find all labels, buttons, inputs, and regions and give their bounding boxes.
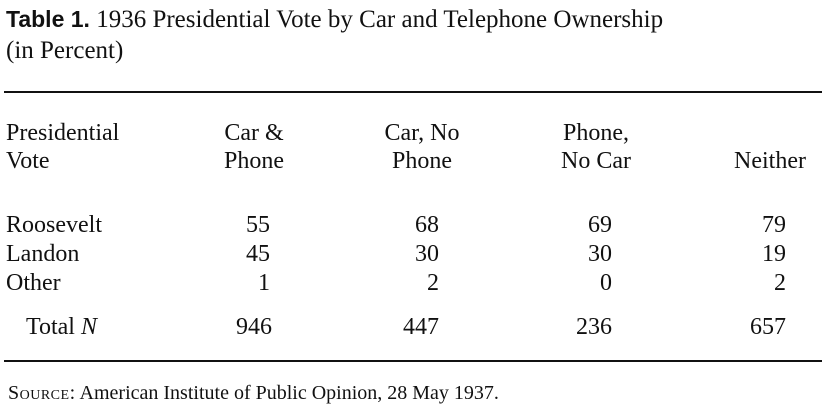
- cell-roosevelt-neither: 79: [762, 212, 786, 238]
- row-label-roosevelt: Roosevelt: [6, 212, 102, 238]
- row-label-total: Total N: [26, 312, 97, 342]
- cell-landon-phone-no-car: 30: [588, 241, 612, 267]
- cell-roosevelt-phone-no-car: 69: [588, 212, 612, 238]
- col-header-car-no-phone-line1: Car, No: [384, 120, 460, 146]
- col-header-car-phone-line1: Car &: [224, 120, 284, 146]
- cell-other-neither: 2: [774, 270, 786, 296]
- cell-other-car-phone: 1: [258, 270, 270, 296]
- total-label: Total: [26, 314, 75, 340]
- col-header-phone-no-car-line2: No Car: [561, 148, 631, 174]
- total-n-label: N: [80, 314, 97, 340]
- bottom-rule: [4, 360, 822, 362]
- top-rule: [4, 91, 822, 93]
- cell-landon-neither: 19: [762, 241, 786, 267]
- col-header-phone-no-car-line1: Phone,: [563, 120, 629, 146]
- cell-landon-car-phone: 45: [246, 241, 270, 267]
- cell-total-phone-no-car: 236: [576, 314, 612, 340]
- cell-roosevelt-car-phone: 55: [246, 212, 270, 238]
- table-label: Table 1.: [6, 6, 90, 32]
- cell-total-neither: 657: [750, 314, 786, 340]
- row-header-line1: Presidential: [6, 120, 120, 146]
- row-label-landon: Landon: [6, 241, 80, 267]
- cell-roosevelt-car-no-phone: 68: [415, 212, 439, 238]
- table-title: Table 1. 1936 Presidential Vote by Car a…: [6, 4, 821, 66]
- row-header-line2: Vote: [6, 148, 50, 174]
- table-title-line2: (in Percent): [6, 37, 124, 64]
- source-text: American Institute of Public Opinion, 28…: [79, 382, 499, 404]
- source-label: Source:: [8, 382, 76, 404]
- col-header-neither: Neither: [734, 148, 806, 174]
- table-title-line1: 1936 Presidential Vote by Car and Teleph…: [96, 6, 664, 33]
- cell-other-phone-no-car: 0: [600, 270, 612, 296]
- col-header-car-phone-line2: Phone: [224, 148, 284, 174]
- table-source: Source: American Institute of Public Opi…: [8, 381, 499, 405]
- row-label-other: Other: [6, 270, 61, 296]
- cell-total-car-phone: 946: [236, 314, 272, 340]
- cell-landon-car-no-phone: 30: [415, 241, 439, 267]
- cell-other-car-no-phone: 2: [427, 270, 439, 296]
- col-header-car-no-phone-line2: Phone: [392, 148, 452, 174]
- cell-total-car-no-phone: 447: [403, 314, 439, 340]
